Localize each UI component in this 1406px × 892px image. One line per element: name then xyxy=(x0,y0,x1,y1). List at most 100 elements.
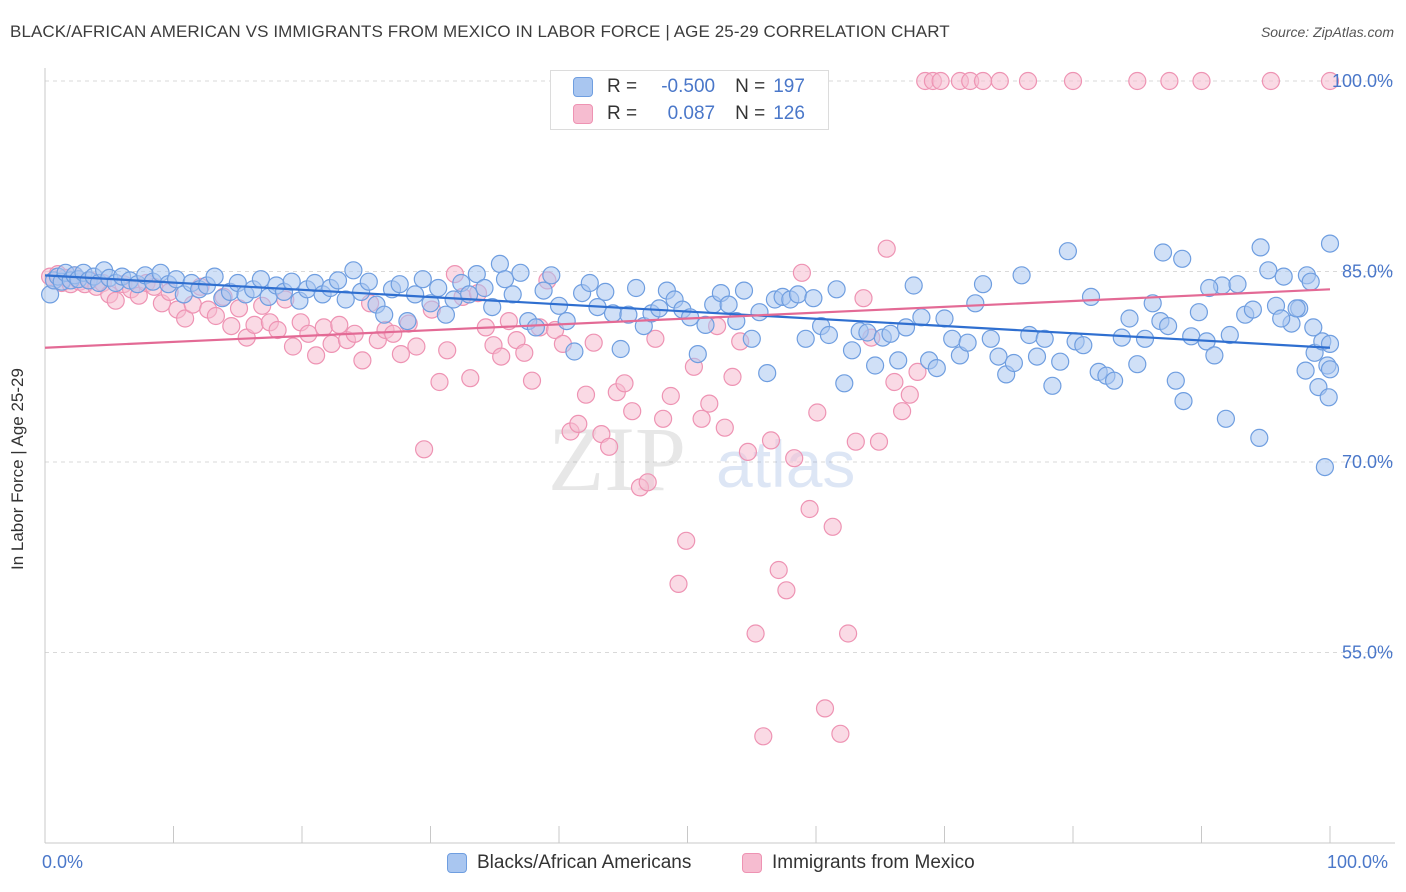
n-value: 197 xyxy=(773,76,805,97)
blacks-point xyxy=(1120,309,1139,328)
blacks-point xyxy=(167,270,186,289)
blacks-point xyxy=(580,273,599,293)
blacks-point xyxy=(1320,234,1340,253)
immigrants-point xyxy=(322,334,341,353)
chart-title: BLACK/AFRICAN AMERICAN VS IMMIGRANTS FRO… xyxy=(10,22,950,41)
blacks-point xyxy=(1166,371,1185,390)
immigrants-point xyxy=(1320,71,1340,91)
correlation-legend: R = -0.500 N = 197 R = 0.087 N = 126 xyxy=(550,70,829,130)
blacks-point xyxy=(1220,325,1239,345)
n-label: N = xyxy=(735,103,766,124)
blacks-point xyxy=(1058,242,1078,261)
immigrants-point xyxy=(1018,71,1038,91)
blacks-point xyxy=(205,267,224,286)
n-label: N = xyxy=(735,76,766,97)
immigrants-point xyxy=(430,372,449,392)
immigrants-point xyxy=(1063,71,1083,91)
blacks-point xyxy=(973,275,993,294)
blacks-point xyxy=(282,272,301,291)
immigrants-point xyxy=(599,437,619,456)
blacks-point xyxy=(796,329,815,348)
immigrants-point xyxy=(823,517,842,536)
blacks-point xyxy=(526,318,546,337)
immigrants-point xyxy=(973,71,993,91)
blacks-point xyxy=(1153,243,1173,262)
blacks-point xyxy=(835,374,854,393)
immigrants-point xyxy=(800,499,819,519)
blacks-point xyxy=(483,298,502,317)
immigrants-point xyxy=(769,560,788,580)
immigrants-point xyxy=(677,531,696,550)
blacks-point xyxy=(958,333,977,352)
immigrants-point xyxy=(746,624,765,643)
n-value: 126 xyxy=(773,103,805,124)
immigrants-point xyxy=(353,351,372,370)
immigrants-trend-line xyxy=(44,288,1331,349)
axes xyxy=(44,68,1395,844)
blacks-point xyxy=(1200,278,1219,298)
immigrants-point xyxy=(384,324,403,343)
blacks-point xyxy=(429,278,448,298)
blacks-point xyxy=(1112,328,1131,347)
immigrants-point xyxy=(761,431,781,450)
legend-row-immigrants: R = 0.087 N = 126 xyxy=(573,101,805,127)
blacks-point xyxy=(1243,300,1263,319)
immigrants-point xyxy=(877,239,896,258)
immigrants-point xyxy=(700,394,719,413)
blacks-point xyxy=(1158,317,1178,336)
blacks-point xyxy=(1012,266,1031,285)
immigrants-point xyxy=(391,345,410,364)
blacks-point xyxy=(758,364,777,383)
blacks-point xyxy=(1228,275,1247,294)
blacks-point xyxy=(912,308,931,327)
blacks-point xyxy=(1051,352,1070,371)
blacks-point xyxy=(490,254,509,273)
watermark-atlas: atlas xyxy=(716,427,855,501)
blacks-point xyxy=(1104,371,1124,390)
immigrants-point xyxy=(1160,71,1179,91)
immigrants-point xyxy=(522,371,542,390)
immigrants-point xyxy=(785,449,804,468)
r-label: R = xyxy=(607,76,638,97)
immigrants-point xyxy=(792,263,812,282)
immigrants-point xyxy=(307,346,326,365)
blacks-point xyxy=(1320,334,1340,353)
immigrants-point xyxy=(206,306,225,326)
immigrants-point xyxy=(268,320,287,340)
immigrants-point xyxy=(777,581,796,600)
blacks-point xyxy=(1319,388,1338,407)
blacks-point xyxy=(804,289,823,308)
blacks-point xyxy=(1315,458,1335,477)
immigrants-point xyxy=(669,574,688,594)
r-label: R = xyxy=(607,103,638,124)
immigrants-point xyxy=(661,386,680,406)
series-legend: Blacks/African Americans Immigrants from… xyxy=(0,852,1406,878)
immigrants-point xyxy=(222,317,241,336)
blacks-point xyxy=(436,305,455,324)
blacks-point xyxy=(626,278,646,298)
immigrants-point xyxy=(723,367,742,386)
immigrants-point xyxy=(576,385,596,404)
blacks-point xyxy=(719,295,738,314)
blacks-point xyxy=(534,281,553,300)
blacks-point xyxy=(881,324,900,343)
blacks-point xyxy=(467,265,486,284)
legend-label-immigrants: Immigrants from Mexico xyxy=(772,852,975,873)
blacks-point xyxy=(1216,409,1236,428)
r-value: -0.500 xyxy=(661,76,716,97)
blacks-point xyxy=(565,342,584,361)
immigrants-point xyxy=(330,315,349,334)
immigrants-point xyxy=(299,324,318,343)
immigrants-point xyxy=(692,409,711,428)
blacks-point xyxy=(896,318,916,337)
blacks-point xyxy=(503,285,522,304)
blacks-point xyxy=(251,270,270,289)
immigrants-point xyxy=(1192,71,1211,91)
blacks-point xyxy=(1004,353,1024,373)
y-tick-label: 85.0% xyxy=(1342,262,1393,282)
immigrants-point xyxy=(831,724,850,743)
blacks-point xyxy=(421,294,440,313)
immigrants-point xyxy=(1261,71,1281,91)
blacks-point xyxy=(359,272,378,291)
